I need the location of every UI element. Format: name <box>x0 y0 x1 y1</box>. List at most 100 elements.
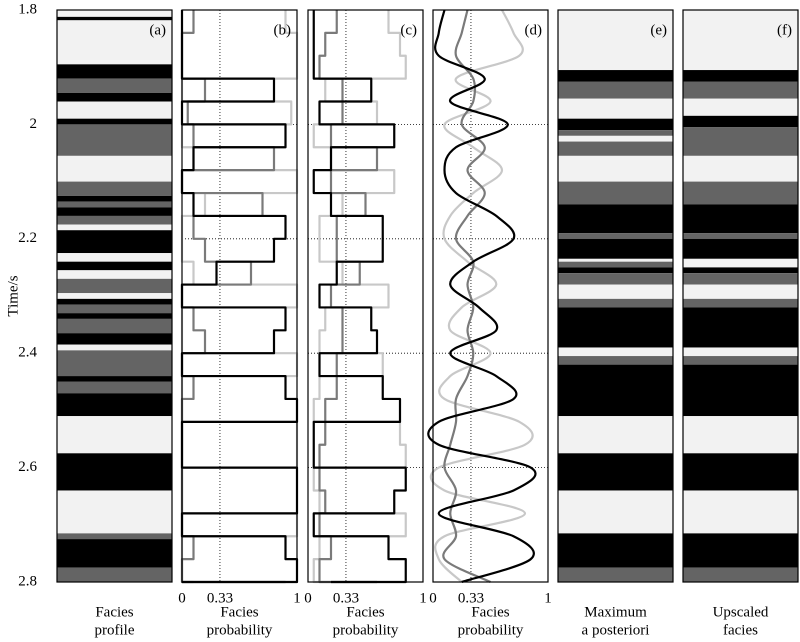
facies-band <box>683 98 798 116</box>
y-tick-label: 2 <box>30 116 38 132</box>
facies-band <box>57 293 172 299</box>
x-axis-label: Facies <box>220 604 258 620</box>
facies-band <box>683 238 798 259</box>
panel-label: (b) <box>274 22 292 38</box>
facies-band <box>57 215 172 225</box>
facies-band <box>558 533 673 568</box>
panel-label: (a) <box>149 22 166 38</box>
facies-band <box>57 344 172 351</box>
label-background <box>766 22 794 40</box>
facies-band <box>683 10 798 71</box>
y-tick-label: 2.8 <box>18 573 37 589</box>
x-axis-label: probability <box>458 622 524 638</box>
facies-band <box>57 124 172 156</box>
label-background <box>140 22 168 40</box>
y-tick-label: 2.6 <box>18 459 37 475</box>
facies-band <box>57 539 172 568</box>
facies-band <box>558 347 673 357</box>
panel-frame <box>557 9 674 583</box>
x-axis-label: probability <box>207 622 273 638</box>
y-axis-label: Time/s <box>5 275 21 316</box>
x-tick-label: 0.33 <box>333 590 359 606</box>
facies-band <box>683 81 798 99</box>
facies-band <box>683 70 798 82</box>
facies-band <box>558 267 673 274</box>
panel-label: (c) <box>400 22 417 38</box>
panel-background <box>433 10 548 582</box>
panel-frame <box>56 9 173 583</box>
facies-band <box>558 70 673 82</box>
facies-band <box>558 416 673 454</box>
facies-band <box>57 333 172 345</box>
facies-band <box>57 64 172 79</box>
facies-band <box>558 273 673 285</box>
facies-band <box>558 567 673 582</box>
x-axis-label: profile <box>95 622 135 638</box>
facies-band <box>57 230 172 254</box>
facies-band <box>683 533 798 568</box>
facies-band <box>558 284 673 299</box>
facies-band <box>57 10 172 17</box>
facies-band <box>683 307 798 348</box>
x-axis-label: Upscaled <box>713 604 769 620</box>
facies-band <box>57 278 172 294</box>
facies-band <box>558 135 673 142</box>
facies-band <box>683 127 798 156</box>
facies-band <box>558 261 673 268</box>
facies-band <box>683 298 798 308</box>
facies-band <box>683 204 798 234</box>
facies-band <box>558 233 673 239</box>
facies-band <box>683 181 798 205</box>
facies-band <box>683 416 798 454</box>
facies-band <box>57 350 172 377</box>
facies-band <box>57 567 172 582</box>
facies-band <box>683 567 798 582</box>
panel-frame <box>307 9 424 583</box>
facies-band <box>57 533 172 540</box>
facies-band <box>683 364 798 417</box>
facies-band <box>57 253 172 262</box>
facies-band <box>57 195 172 202</box>
facies-band <box>558 364 673 417</box>
x-axis-label: probability <box>333 622 399 638</box>
facies-band <box>57 381 172 394</box>
facies-band <box>558 181 673 205</box>
x-axis-label: Facies <box>346 604 384 620</box>
panel-background <box>182 10 297 582</box>
facies-band <box>57 313 172 319</box>
facies-band <box>558 130 673 136</box>
x-axis-label: facies <box>723 622 758 638</box>
facies-band <box>558 141 673 156</box>
facies-band <box>57 261 172 271</box>
facies-band <box>57 92 172 102</box>
facies-band <box>683 115 798 128</box>
panel-label: (d) <box>525 22 543 38</box>
x-tick-label: 1 <box>419 590 427 606</box>
facies-band <box>558 238 673 259</box>
facies-band <box>57 201 172 208</box>
facies-band <box>57 304 172 314</box>
facies-band <box>683 273 798 285</box>
facies-band <box>57 376 172 382</box>
x-axis-label: Facies <box>95 604 133 620</box>
facies-band <box>57 490 172 534</box>
facies-band <box>683 453 798 491</box>
facies-band <box>683 347 798 357</box>
facies-band <box>57 181 172 196</box>
x-tick-label: 0.33 <box>207 590 233 606</box>
facies-band <box>558 356 673 365</box>
facies-band <box>57 16 172 21</box>
panel-frame <box>181 9 298 583</box>
panel-label: (e) <box>650 22 667 38</box>
probability-curve <box>312 10 407 584</box>
facies-band <box>57 298 172 305</box>
facies-band <box>57 207 172 216</box>
facies-band <box>57 393 172 417</box>
facies-band <box>57 224 172 231</box>
facies-band <box>683 356 798 365</box>
facies-band <box>558 453 673 491</box>
facies-band <box>558 98 673 119</box>
facies-band <box>57 101 172 119</box>
x-tick-label: 1 <box>544 590 552 606</box>
probability-curve <box>427 9 537 584</box>
